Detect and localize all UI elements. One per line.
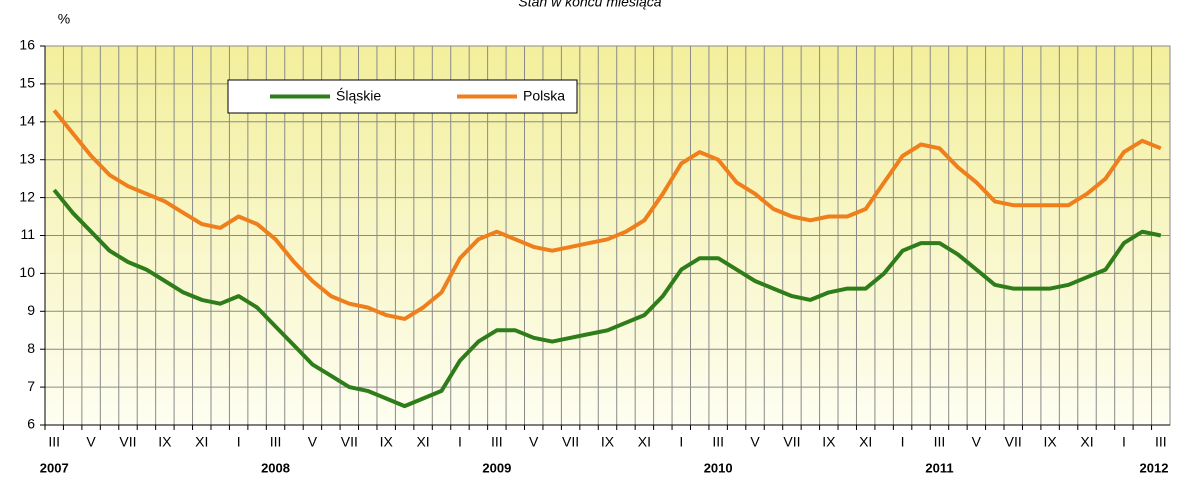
x-tick-label: XI	[859, 434, 872, 450]
x-tick-label: III	[1155, 434, 1167, 450]
x-tick-label: VII	[562, 434, 579, 450]
x-tick-label: IX	[380, 434, 394, 450]
year-label: 2007	[40, 460, 69, 475]
x-tick-label: III	[491, 434, 503, 450]
y-tick-label: 13	[19, 150, 35, 166]
x-tick-label: VII	[341, 434, 358, 450]
x-tick-label: VII	[783, 434, 800, 450]
series-line	[52, 109, 1162, 321]
y-tick-label: 10	[19, 264, 35, 280]
year-label: 2012	[1140, 460, 1169, 475]
y-tick-label: 16	[19, 37, 35, 53]
y-tick-label: 15	[19, 75, 35, 91]
y-tick-label: 12	[19, 188, 35, 204]
y-tick-label: 9	[27, 302, 35, 318]
chart-title: Stan w końcu miesiąca	[518, 0, 661, 10]
x-tick-label: I	[1122, 434, 1126, 450]
x-tick-label: I	[458, 434, 462, 450]
y-tick-label: 14	[19, 113, 35, 129]
x-tick-label: III	[934, 434, 946, 450]
legend-label: Polska	[523, 88, 565, 104]
y-tick-label: 11	[20, 226, 35, 242]
x-tick-label: V	[86, 434, 96, 450]
x-tick-label: V	[529, 434, 539, 450]
year-label: 2009	[482, 460, 511, 475]
x-tick-label: XI	[638, 434, 651, 450]
x-tick-label: I	[901, 434, 905, 450]
legend-label: Śląskie	[336, 87, 381, 104]
x-tick-label: VII	[119, 434, 136, 450]
x-tick-label: I	[237, 434, 241, 450]
x-tick-label: I	[679, 434, 683, 450]
x-tick-label: V	[972, 434, 982, 450]
x-tick-label: XI	[195, 434, 208, 450]
x-tick-label: VII	[1005, 434, 1022, 450]
x-tick-label: III	[48, 434, 60, 450]
x-tick-label: IX	[1044, 434, 1058, 450]
x-tick-label: XI	[416, 434, 429, 450]
year-label: 2008	[261, 460, 290, 475]
x-tick-label: III	[270, 434, 282, 450]
year-label: 2010	[704, 460, 733, 475]
x-tick-label: XI	[1080, 434, 1093, 450]
y-tick-label: 8	[27, 340, 35, 356]
year-label: 2011	[925, 460, 953, 475]
x-tick-label: IX	[158, 434, 172, 450]
y-tick-label: 6	[27, 416, 35, 432]
series-line	[52, 188, 1162, 409]
x-tick-label: V	[308, 434, 318, 450]
x-tick-label: V	[750, 434, 760, 450]
y-tick-label: 7	[27, 378, 35, 394]
x-tick-label: IX	[601, 434, 615, 450]
x-tick-label: IX	[822, 434, 836, 450]
y-unit: %	[58, 11, 70, 27]
x-tick-label: III	[712, 434, 724, 450]
